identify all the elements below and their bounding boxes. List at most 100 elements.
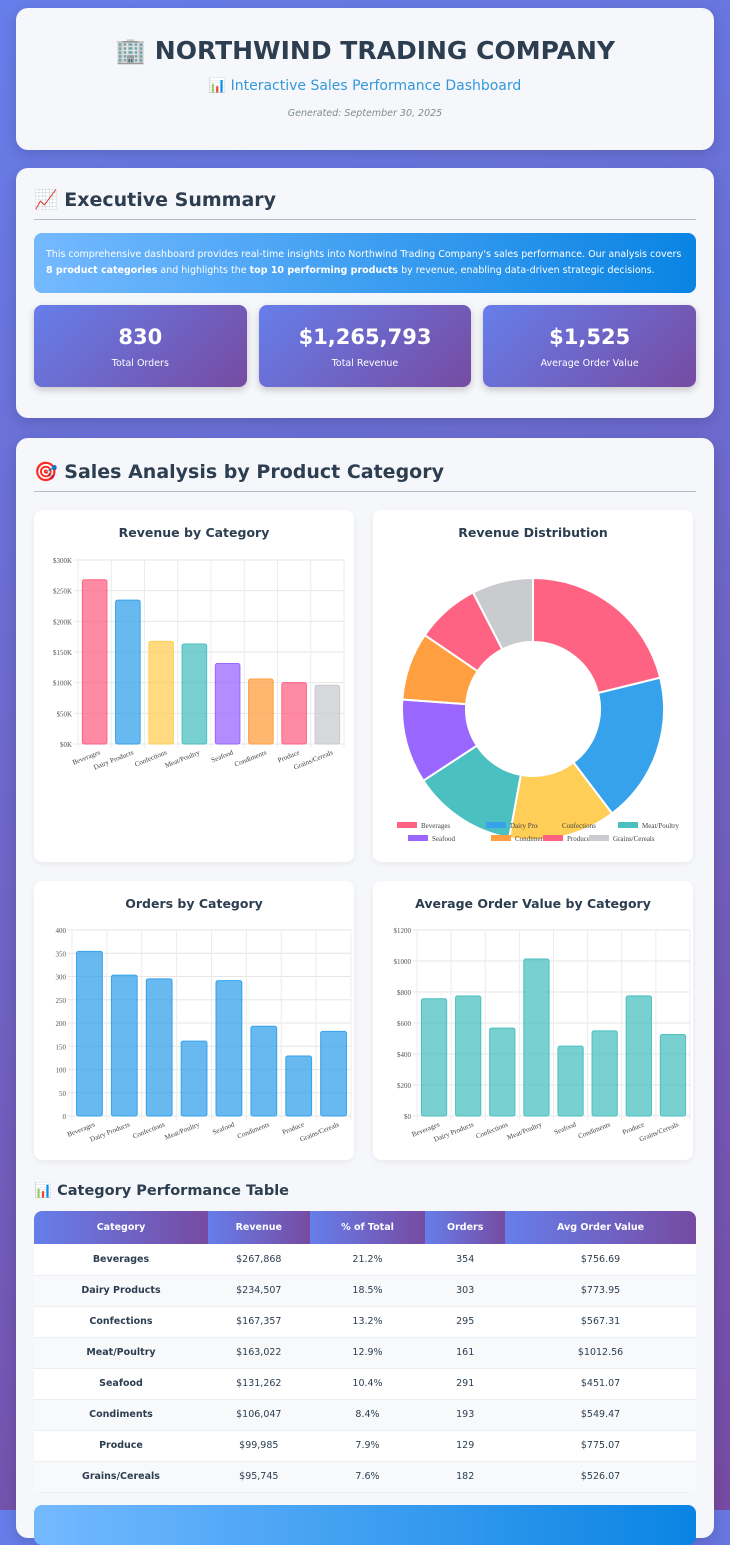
bar (285, 1055, 313, 1117)
donut-slice (471, 576, 534, 651)
y-tick-label: $200 (397, 1082, 412, 1090)
x-tick-label: Confections (132, 1120, 167, 1140)
chart-title: Average Order Value by Category (415, 896, 651, 911)
table-cell: 7.6% (309, 1461, 426, 1493)
table-title: 📊 Category Performance Table (34, 1183, 290, 1199)
table-cell: Grains/Cereals (34, 1461, 208, 1493)
header-card: 🏢 NORTHWIND TRADING COMPANY 📊 Interactiv… (16, 8, 714, 150)
y-tick-label: 200 (56, 1020, 67, 1028)
bar (455, 995, 482, 1117)
x-tick-label: Confections (134, 748, 169, 768)
x-tick-label: Grains/Cereals (638, 1120, 680, 1143)
bar (489, 1027, 516, 1117)
table-cell: $95,745 (207, 1461, 310, 1493)
table-cell: $775.07 (505, 1430, 696, 1462)
section-title: 🎯 Sales Analysis by Product Category (34, 460, 696, 492)
bar (523, 958, 550, 1117)
y-tick-label: 250 (56, 997, 67, 1005)
x-tick-label: Meat/Poultry (164, 1120, 202, 1141)
revenue-donut-chart[interactable]: Revenue Distribution Beverages Dairy Produ… (373, 510, 693, 862)
kpi-total-revenue: $1,265,793 Total Revenue (258, 305, 472, 387)
bar (215, 980, 243, 1117)
bar (181, 643, 208, 745)
executive-summary: 📈 Executive Summary This comprehensive d… (16, 168, 714, 418)
x-tick-label: Condiments (236, 1120, 271, 1140)
legend-label: Grains/Cereals (613, 835, 655, 843)
y-tick-label: $800 (397, 989, 412, 997)
chart-title: Revenue by Category (118, 525, 270, 540)
category-table: Category Revenue% of Total Orders Avg Order… (34, 1211, 696, 1493)
table-cell: 13.2% (309, 1306, 426, 1338)
table-cell: $1012.56 (505, 1337, 696, 1369)
bar (250, 1025, 278, 1117)
table-cell: $773.95 (505, 1275, 696, 1307)
legend-swatch (618, 822, 638, 828)
dashboard-subtitle: 📊 Interactive Sales Performance Dashboar… (208, 78, 522, 94)
table-cell: Seafood (34, 1368, 208, 1400)
table-cell: $567.31 (505, 1306, 696, 1338)
table-row: Dairy Products $234,507 18.5% 303 $773.95 (34, 1275, 696, 1307)
x-tick-label: Seafood (211, 1120, 236, 1136)
generated-date: Generated: September 30, 2025 (287, 108, 443, 119)
kpi-total-orders: 830 Total Orders (34, 305, 247, 387)
table-cell: 295 (425, 1306, 506, 1338)
column-header: % of Total (309, 1211, 426, 1244)
table-row: Seafood $131,262 10.4% 291 $451.07 (34, 1368, 696, 1400)
y-tick-label: 150 (56, 1043, 67, 1051)
legend-swatch (408, 835, 428, 841)
table-cell: 18.5% (309, 1275, 426, 1307)
table-row: Produce $99,985 7.9% 129 $775.07 (34, 1430, 696, 1462)
bar (81, 579, 108, 745)
table-row: Meat/Poultry $163,022 12.9% 161 $1012.56 (34, 1337, 696, 1369)
y-tick-label: $0 (404, 1113, 412, 1121)
column-header: Revenue (207, 1211, 310, 1244)
table-cell: $756.69 (505, 1244, 696, 1276)
column-header: Avg Order Value (505, 1211, 696, 1244)
y-tick-label: 100 (56, 1067, 67, 1075)
aov-bar-chart[interactable]: Average Order Value by Category $0 $200 $40… (373, 881, 693, 1160)
y-tick-label: $1000 (394, 958, 412, 966)
bar (281, 682, 307, 745)
table-cell: 193 (425, 1399, 506, 1431)
y-tick-label: 350 (56, 950, 67, 958)
table-cell: Beverages (34, 1244, 208, 1276)
chart-title: Revenue Distribution (458, 525, 608, 540)
table-cell: $99,985 (207, 1430, 310, 1462)
chart-title: Orders by Category (125, 896, 263, 911)
bar (625, 995, 652, 1117)
y-tick-label: $0K (60, 741, 72, 749)
x-tick-label: Dairy Products (89, 1120, 131, 1143)
legend-label: Condiments (515, 835, 549, 843)
orders-bar-chart[interactable]: Orders by Category 0 50 100 150 200 250 300 350 4… (34, 881, 354, 1160)
bar (115, 599, 141, 745)
kpi-label: Total Orders (111, 358, 169, 369)
bar (314, 684, 341, 745)
legend-swatch (486, 822, 506, 828)
table-cell: 8.4% (309, 1399, 426, 1431)
y-tick-label: 50 (59, 1090, 67, 1098)
kpi-value: $1,265,793 (298, 325, 432, 349)
table-cell: Confections (34, 1306, 208, 1338)
column-header: Category (34, 1211, 208, 1244)
y-tick-label: 0 (63, 1113, 67, 1121)
revenue-bar-chart[interactable]: Revenue by Category $0K $50K $100K $150K $200… (34, 510, 354, 862)
x-tick-label: Meat/Poultry (164, 748, 202, 769)
legend-label: Meat/Poultry (642, 822, 679, 830)
y-tick-label: $300K (53, 557, 72, 565)
legend-label: Confections (562, 822, 596, 830)
sales-analysis: 🎯 Sales Analysis by Product Category Rev… (16, 438, 714, 1545)
legend-swatch (491, 835, 511, 841)
table-cell: $131,262 (207, 1368, 310, 1400)
bar (248, 678, 274, 745)
y-tick-label: 400 (56, 927, 67, 935)
legend-swatch (543, 835, 563, 841)
table-row: Grains/Cereals $95,745 7.6% 182 $526.07 (34, 1461, 696, 1493)
table-cell: 354 (425, 1244, 506, 1276)
table-cell: $163,022 (207, 1337, 310, 1369)
x-tick-label: Condiments (233, 748, 268, 768)
bar (214, 662, 241, 745)
x-tick-label: Meat/Poultry (506, 1120, 544, 1141)
table-row: Condiments $106,047 8.4% 193 $549.47 (34, 1399, 696, 1431)
table-cell: 303 (425, 1275, 506, 1307)
table-cell: Dairy Products (34, 1275, 208, 1307)
